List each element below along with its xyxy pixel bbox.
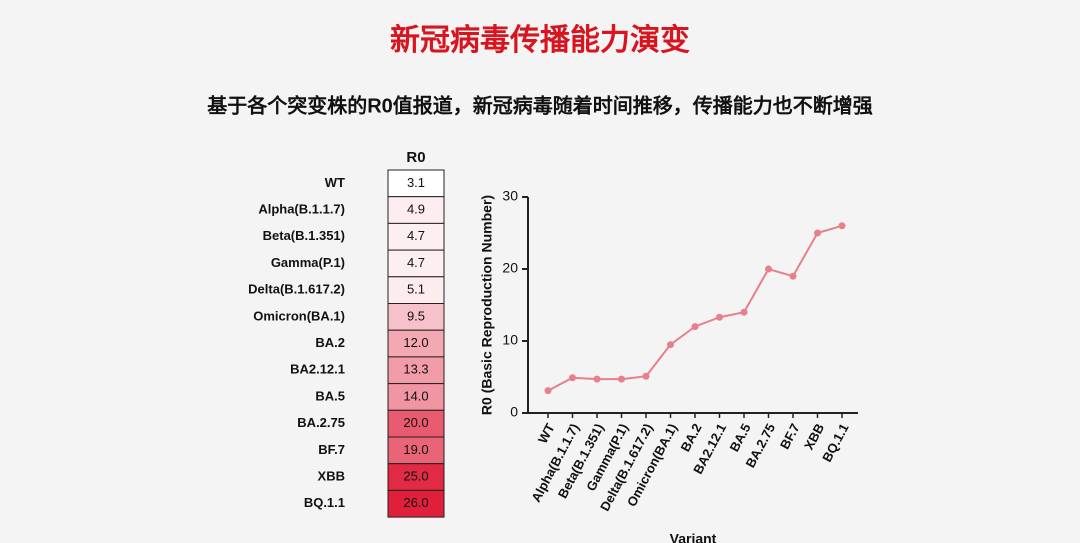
cell-label: 4.7	[407, 255, 425, 270]
cell-label: 9.5	[407, 308, 425, 323]
row-label: Delta(B.1.617.2)	[248, 282, 345, 297]
row-label: XBB	[318, 468, 345, 483]
point	[544, 387, 552, 395]
point	[642, 372, 650, 380]
slide-subtitle: 基于各个突变株的R0值报道，新冠病毒随着时间推移，传播能力也不断增强	[207, 93, 873, 117]
row-label: BA.2.75	[297, 415, 345, 430]
cell-label: 3.1	[407, 175, 425, 190]
point	[765, 265, 772, 273]
point	[618, 375, 625, 383]
row-label: Alpha(B.1.1.7)	[258, 201, 345, 216]
point	[569, 374, 576, 382]
cell-label: 19.0	[403, 442, 428, 457]
point	[667, 341, 674, 349]
cell-label: 14.0	[403, 388, 428, 403]
row-label: Gamma(P.1)	[271, 255, 345, 270]
cell-label: 20.0	[403, 415, 428, 430]
point	[593, 375, 601, 383]
cell-label: 5.1	[407, 282, 425, 297]
cell-label: 25.0	[403, 468, 428, 483]
row-label: BA2.12.1	[290, 362, 345, 377]
cell-label: 12.0	[403, 335, 428, 350]
x-axis-label: Variant	[670, 531, 717, 543]
heat-cell	[387, 303, 445, 331]
row-label: BQ.1.1	[304, 495, 345, 510]
heat-cell	[387, 436, 445, 465]
point	[740, 308, 748, 316]
row-label: BA.2	[315, 335, 345, 350]
point	[814, 229, 821, 237]
cell-label: 4.7	[407, 228, 425, 243]
point	[716, 313, 723, 321]
point	[789, 272, 797, 280]
cell-label: 26.0	[403, 495, 428, 510]
heat-cell	[387, 249, 445, 278]
row-label: BA.5	[315, 388, 345, 403]
heat-cell	[387, 463, 445, 491]
heat-cell	[387, 409, 445, 438]
heat-cell	[387, 169, 445, 198]
point	[691, 323, 699, 331]
row-label: BF.7	[318, 442, 345, 457]
cell-label: 13.3	[403, 362, 428, 377]
column-header: R0	[406, 149, 425, 166]
row-label: Omicron(BA.1)	[253, 308, 345, 323]
slide-title: 新冠病毒传播能力演变	[390, 23, 690, 57]
row-label: Beta(B.1.351)	[263, 228, 345, 243]
y-tick-label: 30	[502, 188, 518, 204]
cell-label: 4.9	[407, 201, 425, 216]
y-tick-label: 10	[502, 332, 518, 348]
point	[838, 222, 846, 230]
y-axis-label: R0 (Basic Reproduction Number)	[479, 195, 495, 415]
heat-cell	[387, 196, 445, 224]
heat-cell	[387, 489, 445, 518]
heat-cell	[387, 356, 445, 385]
y-tick-label: 0	[510, 404, 518, 420]
row-label: WT	[325, 175, 345, 190]
y-tick-label: 20	[502, 260, 518, 276]
